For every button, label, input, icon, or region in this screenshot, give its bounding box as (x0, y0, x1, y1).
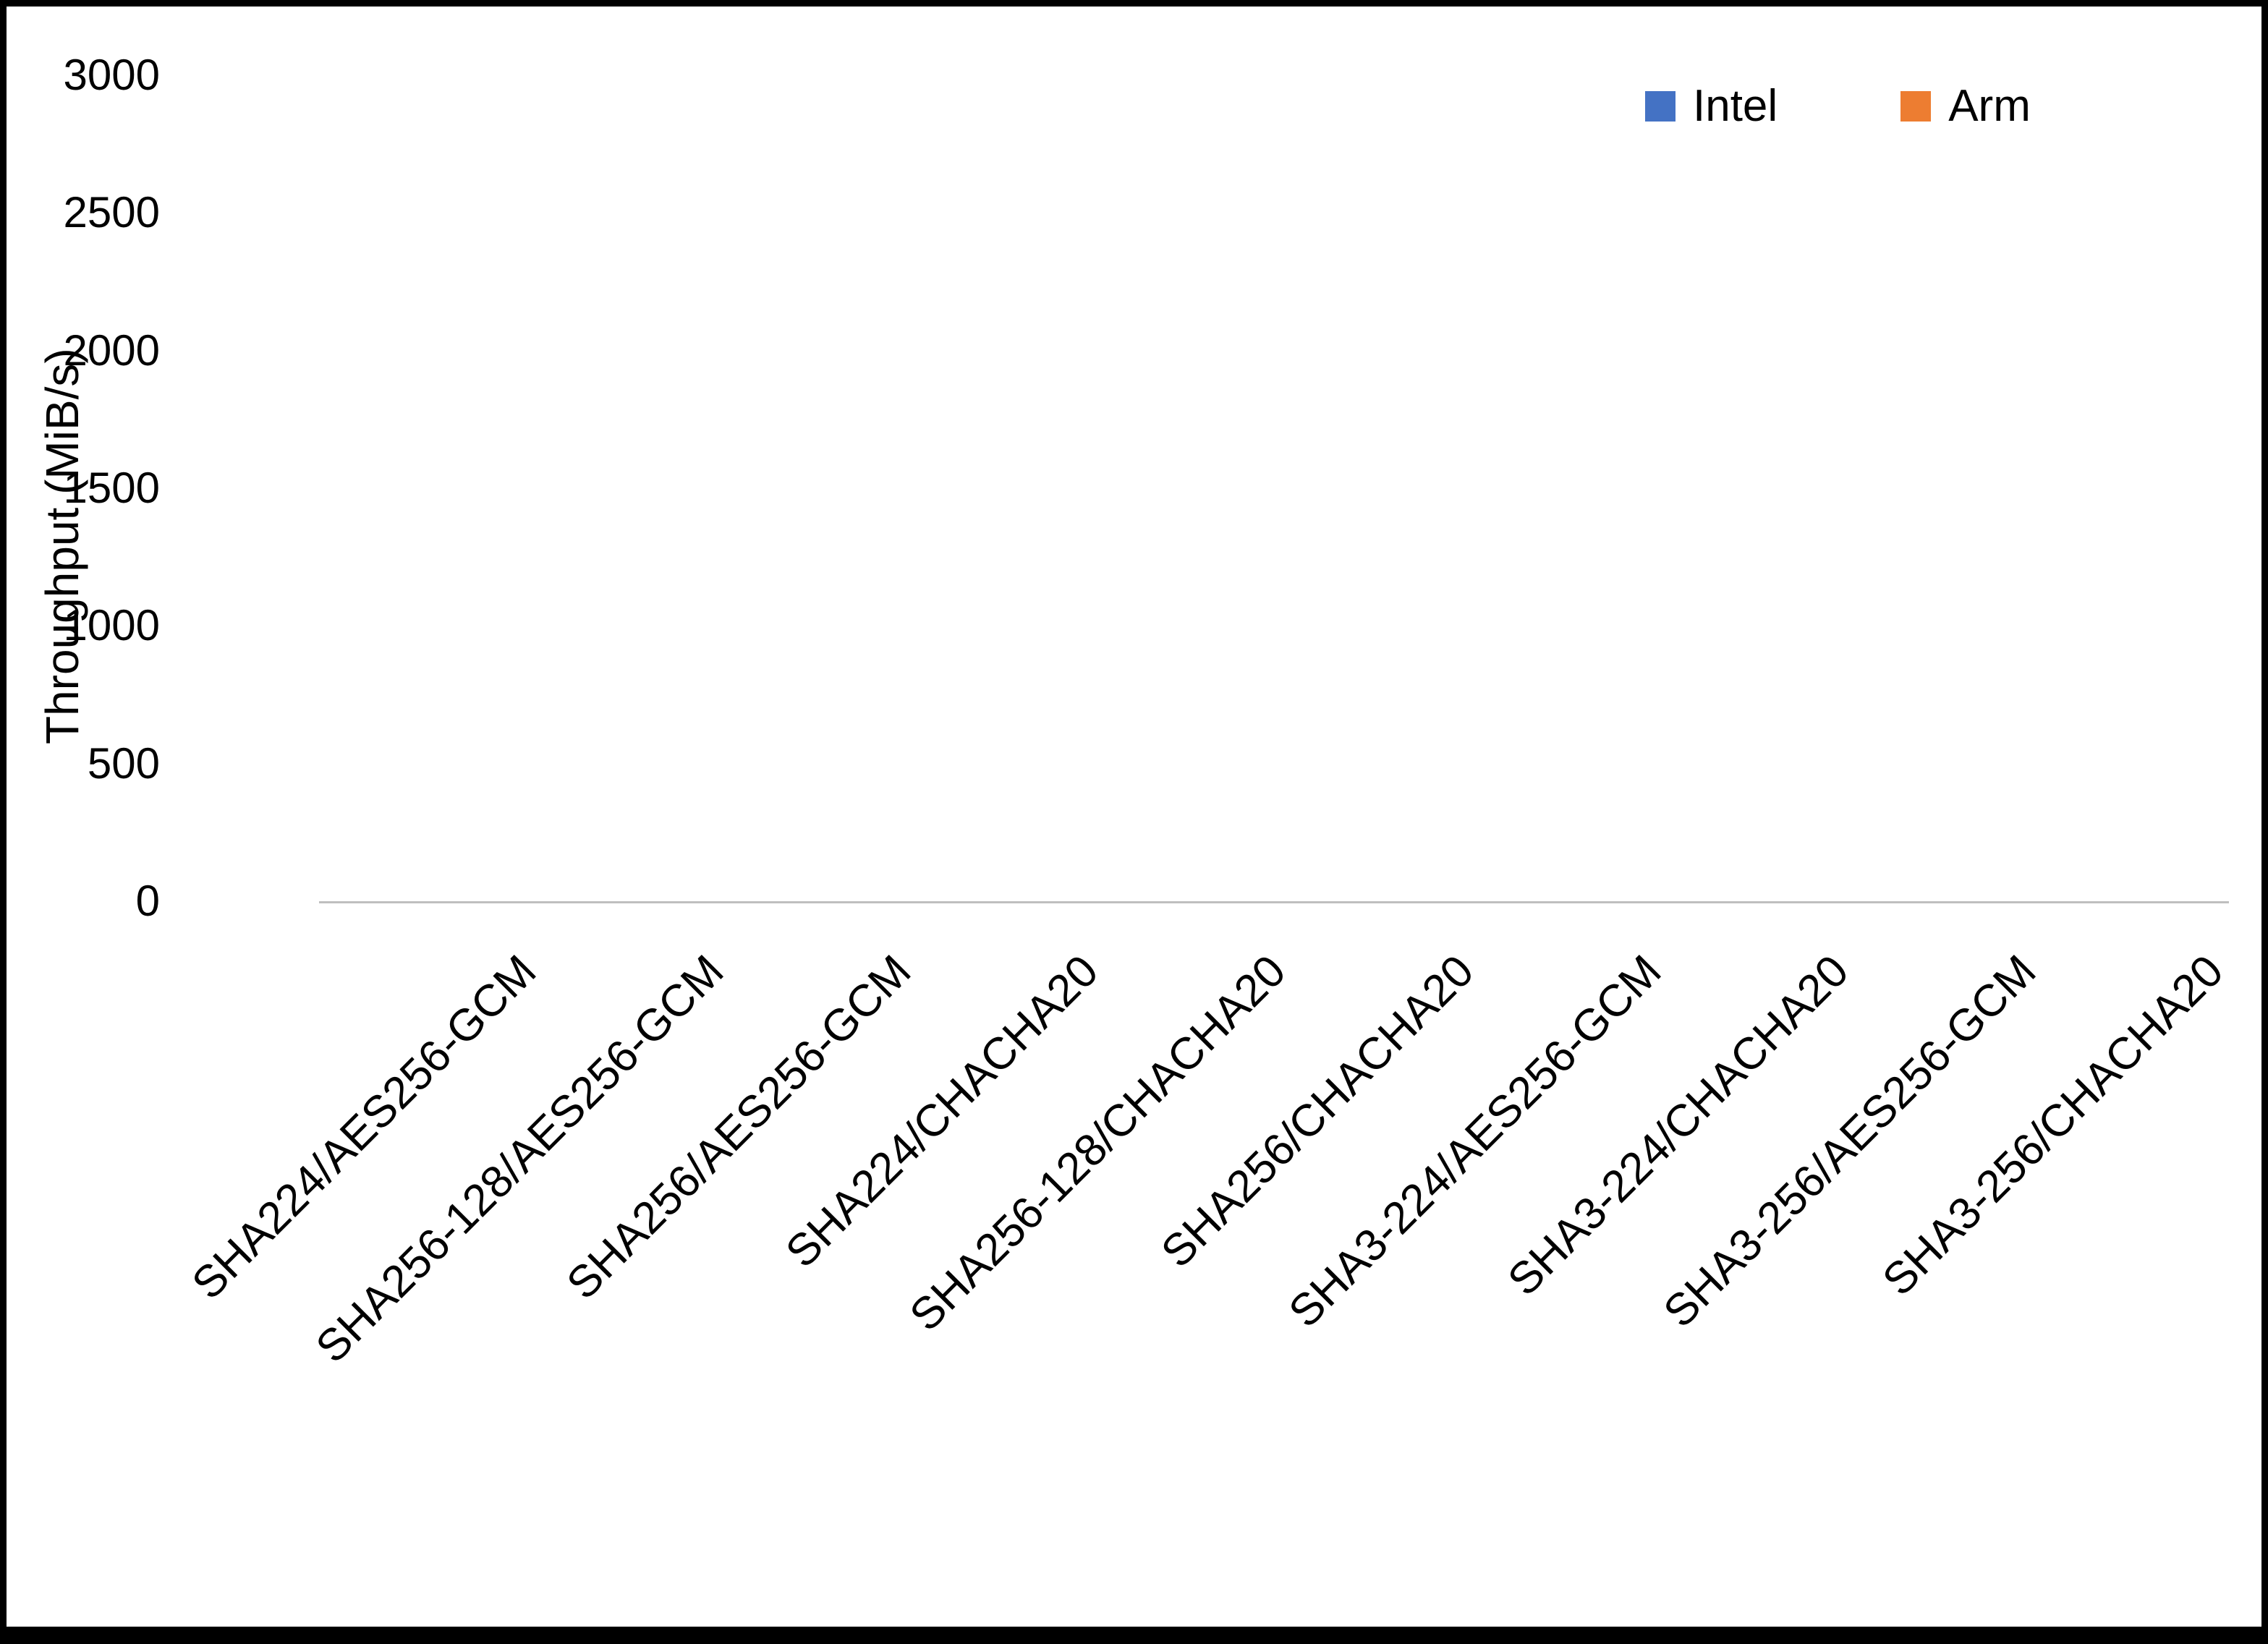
legend-item-arm: Arm (1900, 80, 2031, 132)
legend-item-intel: Intel (1645, 80, 1778, 132)
intel-series-swatch-icon (1645, 90, 1675, 122)
y-tick-label: 3000 (63, 51, 160, 99)
arm-series-swatch-icon (1900, 90, 1932, 122)
x-category-label: SHA256-128/AES256-GCM (306, 945, 734, 1373)
y-tick-label: 0 (135, 877, 160, 925)
plot-area (352, 75, 2227, 901)
x-category-label: SHA3-224/AES256-GCM (1279, 945, 1671, 1337)
x-axis-line (319, 901, 2229, 903)
intel-legend-label: Intel (1693, 81, 1778, 131)
legend: Intel Arm (1645, 80, 2031, 132)
x-category-label: SHA256-128/CHACHA20 (901, 945, 1296, 1341)
arm-legend-label: Arm (1948, 81, 2031, 131)
x-category-label: SHA3-256/AES256-GCM (1654, 945, 2046, 1337)
y-tick-label: 2000 (63, 325, 160, 375)
y-tick-label: 1500 (63, 464, 160, 512)
y-tick-label: 2500 (63, 188, 160, 237)
y-axis-title: Throughput (MiB/s) (36, 348, 88, 744)
x-category-label: SHA3-224/CHACHA20 (1498, 945, 1859, 1306)
x-category-label: SHA256/CHACHA20 (1151, 945, 1484, 1277)
x-category-label: SHA256/AES256-GCM (557, 945, 921, 1309)
x-category-label: SHA3-256/CHACHA20 (1873, 945, 2233, 1306)
y-tick-label: 1000 (63, 601, 160, 650)
x-category-label: SHA224/CHACHA20 (776, 945, 1108, 1277)
x-category-label: SHA224/AES256-GCM (182, 945, 546, 1309)
y-tick-label: 500 (87, 738, 160, 788)
